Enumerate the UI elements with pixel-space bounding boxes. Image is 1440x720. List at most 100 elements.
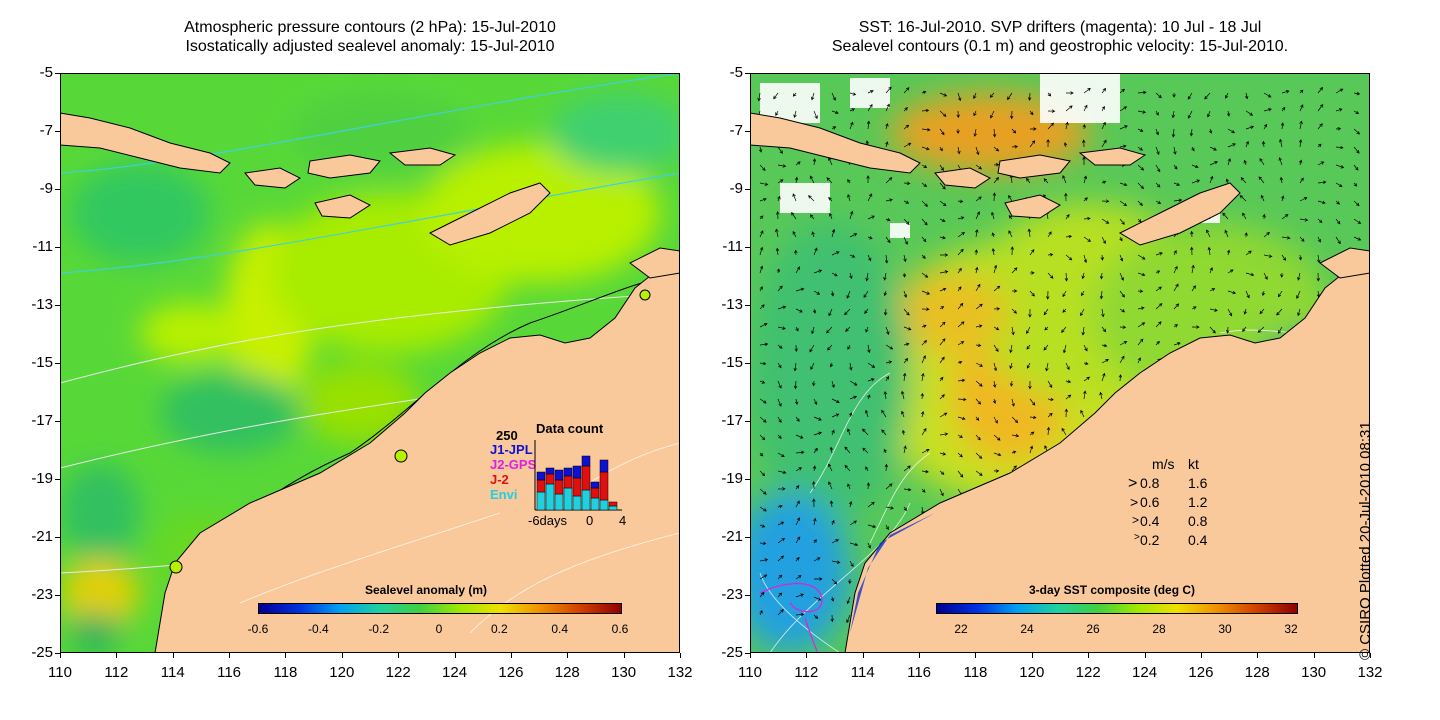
velocity-arrow: [1081, 326, 1085, 336]
data-count-bar: [581, 455, 591, 467]
velocity-arrow: [903, 308, 910, 316]
velocity-arrow: [990, 110, 995, 119]
sealevel-colorbar-tick: -0.4: [307, 622, 329, 636]
velocity-arrow: [921, 200, 928, 207]
velocity-arrow: [1026, 362, 1031, 369]
y-tick-mark: [745, 189, 750, 190]
velocity-arrow: [813, 517, 817, 526]
velocity-arrow: [1259, 308, 1265, 315]
sealevel-colorbar-tick: -0.2: [368, 622, 389, 636]
velocity-arrow: [1043, 308, 1049, 316]
velocity-arrow: [795, 536, 801, 544]
velocity-arrow: [1101, 199, 1110, 203]
y-tick-label: -21: [721, 528, 743, 545]
velocity-arrow: [1244, 92, 1249, 100]
velocity-arrow: [1028, 308, 1032, 318]
velocity-arrow: [1278, 290, 1283, 298]
velocity-arrow: [1080, 308, 1085, 317]
velocity-arrow: [1047, 272, 1054, 279]
velocity-arrow: [1299, 89, 1304, 94]
velocity-arrow: [759, 488, 767, 495]
y-tick-mark: [745, 363, 750, 364]
x-tick-mark: [510, 653, 512, 658]
y-tick-label: -17: [721, 412, 743, 429]
velocity-arrow: [939, 287, 947, 292]
velocity-arrow: [759, 558, 769, 562]
velocity-arrow: [1047, 252, 1054, 257]
velocity-arrow: [1099, 290, 1104, 300]
velocity-arrow: [795, 593, 804, 598]
velocity-arrow: [1209, 308, 1218, 312]
velocity-arrow: [1029, 127, 1037, 131]
velocity-arrow: [921, 372, 925, 382]
velocity-arrow: [1191, 325, 1200, 329]
velocity-arrow: [1317, 200, 1326, 205]
velocity-arrow: [1046, 138, 1050, 148]
velocity-arrow: [867, 344, 871, 354]
velocity-arrow: [812, 158, 817, 166]
velocity-arrow: [992, 380, 997, 388]
velocity-arrow: [831, 110, 839, 114]
velocity-arrow: [777, 487, 786, 491]
velocity-arrow: [1065, 214, 1070, 220]
velocity-arrow: [1172, 92, 1176, 98]
velocity-arrow: [1224, 229, 1229, 238]
velocity-arrow: [812, 498, 816, 508]
velocity-arrow: [939, 488, 944, 497]
velocity-arrow: [1207, 110, 1211, 118]
velocity-arrow: [846, 596, 851, 605]
velocity-arrow: [1353, 91, 1361, 96]
velocity-arrow: [1317, 86, 1324, 94]
velocity-arrow: [939, 432, 949, 436]
velocity-arrow: [1171, 128, 1176, 138]
y-tick-mark: [55, 421, 60, 422]
velocity-arrow: [813, 577, 823, 581]
velocity-arrow: [1353, 200, 1360, 207]
velocity-arrow: [1190, 230, 1194, 238]
data-count-bar: [590, 481, 600, 489]
velocity-arrow: [759, 591, 765, 598]
velocity-arrow: [777, 537, 785, 544]
velocity-arrow: [828, 481, 833, 490]
velocity-arrow: [1027, 92, 1032, 101]
velocity-arrow: [992, 398, 997, 405]
velocity-arrow: [759, 434, 766, 441]
tiwi-island: [629, 247, 680, 279]
velocity-arrow: [845, 326, 851, 332]
data-count-bar: [536, 479, 546, 493]
velocity-arrow: [1209, 175, 1214, 184]
velocity-arrow: [1335, 127, 1342, 131]
velocity-arrow: [1263, 232, 1270, 238]
velocity-arrow: [956, 128, 960, 135]
velocity-arrow: [1137, 338, 1144, 346]
speed-kt-value: 0.4: [1188, 532, 1208, 548]
velocity-arrow: [759, 506, 767, 512]
velocity-arrow: [1191, 146, 1195, 152]
velocity-arrow: [1299, 236, 1305, 242]
x-tick-mark: [60, 653, 61, 658]
velocity-arrow: [773, 92, 779, 100]
x-tick-mark: [1200, 653, 1202, 658]
velocity-arrow: [1245, 272, 1255, 277]
velocity-arrow: [777, 504, 783, 509]
velocity-arrow: [777, 555, 785, 562]
velocity-arrow: [809, 175, 815, 184]
velocity-arrow: [1187, 92, 1193, 100]
velocity-arrow: [867, 501, 875, 508]
velocity-arrow: [1137, 254, 1146, 260]
velocity-arrow: [939, 128, 945, 136]
sealevel-anomaly-map: [60, 73, 680, 653]
velocity-arrow: [939, 92, 948, 97]
velocity-arrow: [903, 506, 907, 512]
velocity-arrow: [1083, 216, 1091, 221]
velocity-arrow: [1064, 272, 1069, 282]
velocity-arrow: [1047, 397, 1054, 402]
velocity-arrow: [939, 452, 947, 456]
velocity-arrow: [1296, 290, 1301, 299]
y-tick-mark: [55, 247, 60, 248]
y-tick-label: -11: [722, 238, 743, 255]
velocity-arrow: [813, 110, 818, 120]
velocity-arrow: [1047, 380, 1053, 389]
x-tick-label: 126: [498, 664, 524, 681]
x-tick-label: 128: [1244, 664, 1270, 681]
